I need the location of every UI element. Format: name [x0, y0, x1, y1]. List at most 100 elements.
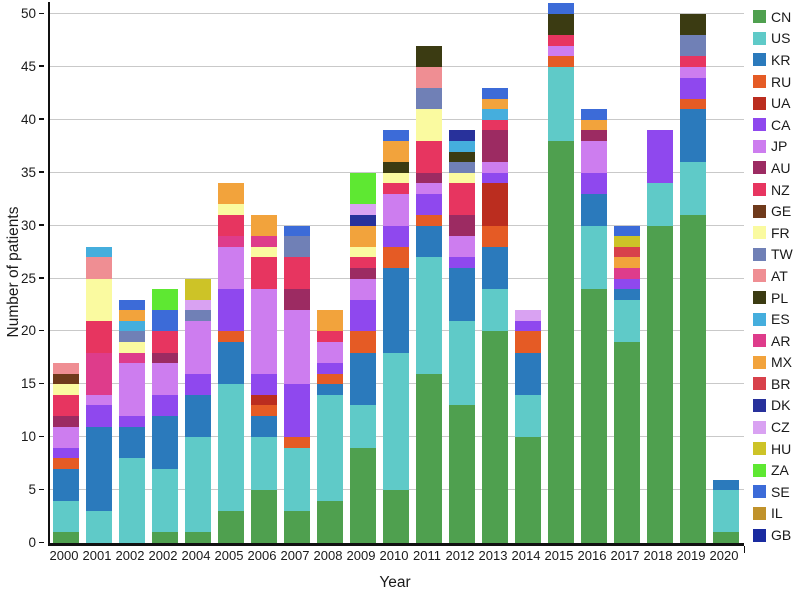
segment-KR: [152, 416, 178, 469]
segment-KR: [713, 479, 739, 491]
segment-PL: [383, 162, 409, 173]
segment-CZ: [350, 204, 376, 216]
segment-NZ: [680, 56, 706, 67]
segment-TW: [416, 88, 442, 110]
segment-JP: [548, 45, 574, 57]
y-tick-mark: [39, 65, 44, 67]
legend-item-PL: PL: [753, 287, 793, 309]
legend-item-FR: FR: [753, 222, 793, 244]
legend-item-IL: IL: [753, 503, 793, 525]
segment-KR: [53, 468, 79, 501]
segment-MX: [581, 119, 607, 131]
segment-NZ: [53, 394, 79, 417]
segment-MX: [218, 183, 244, 205]
y-tick-label-35: 35: [20, 164, 36, 180]
segment-CA: [86, 405, 112, 427]
segment-CN: [185, 532, 211, 543]
legend-label-PL: PL: [771, 289, 789, 306]
segment-JP: [53, 426, 79, 448]
segment-TW: [449, 162, 475, 173]
segment-RU: [416, 215, 442, 226]
segment-SE: [284, 225, 310, 237]
legend-swatch-DK: [753, 398, 766, 412]
legend-item-CN: CN: [753, 6, 793, 28]
segment-US: [284, 447, 310, 512]
gridline-50: [50, 13, 744, 14]
x-tick-label-2: 2002: [115, 548, 145, 563]
bar-2006-6: [251, 215, 277, 543]
segment-FR: [383, 172, 409, 184]
legend-label-KR: KR: [771, 51, 791, 68]
segment-US: [251, 437, 277, 491]
legend-item-GB: GB: [753, 524, 793, 546]
segment-NZ: [251, 257, 277, 290]
y-tick-label-40: 40: [20, 111, 36, 127]
legend-swatch-FR: [753, 226, 766, 240]
legend-swatch-JP: [753, 139, 766, 153]
legend-swatch-US: [753, 31, 766, 45]
x-axis-title: Year: [379, 574, 411, 591]
segment-JP: [251, 289, 277, 374]
segment-CN: [680, 215, 706, 543]
segment-RU: [251, 405, 277, 417]
y-tick-mark: [39, 12, 44, 14]
segment-PL: [548, 14, 574, 36]
segment-US: [548, 66, 574, 141]
segment-KR: [317, 384, 343, 395]
legend-swatch-AT: [753, 269, 766, 283]
segment-AU: [449, 215, 475, 237]
segment-JP: [218, 246, 244, 290]
segment-CA: [515, 320, 541, 332]
legend-item-UA: UA: [753, 92, 793, 114]
segment-AU: [581, 130, 607, 141]
segment-CA: [317, 363, 343, 374]
segment-AT: [416, 66, 442, 89]
segment-AU: [284, 289, 310, 311]
segment-US: [119, 458, 145, 543]
legend-item-AU: AU: [753, 157, 793, 179]
segment-AR: [251, 236, 277, 247]
legend-label-US: US: [771, 30, 791, 47]
segment-KR: [119, 426, 145, 459]
segment-AU: [350, 267, 376, 279]
segment-JP: [152, 363, 178, 395]
legend-label-NZ: NZ: [771, 181, 790, 198]
legend-label-CN: CN: [771, 8, 792, 25]
segment-MX: [317, 310, 343, 332]
segment-ES: [119, 320, 145, 332]
legend-label-ES: ES: [771, 311, 790, 328]
segment-US: [449, 320, 475, 406]
x-tick-label-19: 2019: [676, 548, 706, 563]
segment-US: [680, 162, 706, 216]
segment-RU: [218, 331, 244, 342]
x-axis-end-tick: [743, 546, 745, 553]
segment-FR: [251, 246, 277, 258]
segment-CN: [614, 341, 640, 543]
segment-KR: [416, 225, 442, 258]
bar-2002-3: [152, 289, 178, 543]
y-tick-mark: [39, 488, 44, 491]
segment-MX: [482, 98, 508, 110]
legend-label-GB: GB: [771, 527, 792, 544]
segment-ZA: [152, 289, 178, 311]
legend-swatch-GE: [753, 204, 766, 218]
segment-SE: [383, 130, 409, 142]
segment-AR: [119, 352, 145, 364]
segment-AU: [53, 416, 79, 427]
segment-KR: [581, 193, 607, 226]
legend-swatch-SE: [753, 485, 766, 499]
legend-swatch-CA: [753, 118, 766, 132]
y-tick-mark: [39, 171, 44, 173]
legend-item-US: US: [753, 28, 793, 50]
segment-SE: [152, 310, 178, 332]
segment-JP: [284, 310, 310, 385]
legend-item-AR: AR: [753, 330, 793, 352]
segment-MX: [251, 215, 277, 237]
gridline-40: [50, 118, 744, 120]
y-tick-mark: [39, 541, 44, 543]
segment-AT: [53, 363, 79, 374]
segment-NZ: [284, 257, 310, 290]
legend-item-CA: CA: [753, 114, 793, 136]
legend-swatch-GB: [753, 528, 766, 542]
segment-NZ: [416, 141, 442, 173]
